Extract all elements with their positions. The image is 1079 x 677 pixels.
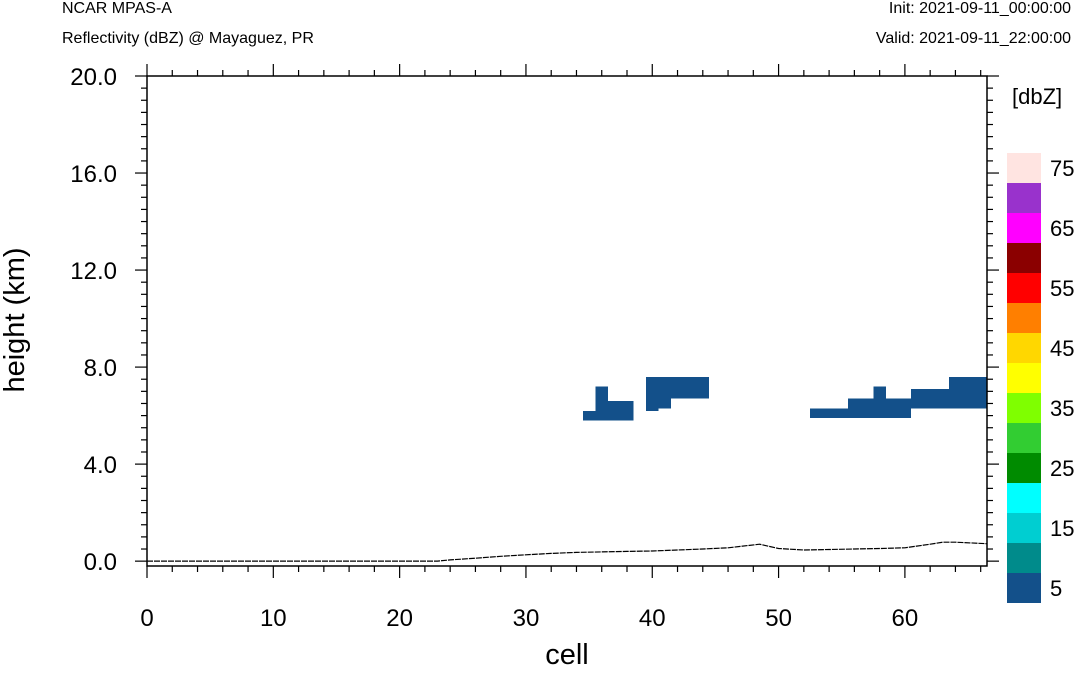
x-axis-label: cell bbox=[545, 639, 589, 671]
y-tick-labels: 0.0 4.0 8.0 12.0 16.0 20.0 bbox=[70, 64, 117, 576]
y-tick-label: 0.0 bbox=[84, 549, 117, 576]
colorbar-label: 15 bbox=[1050, 516, 1074, 541]
x-tick-label: 20 bbox=[386, 605, 413, 632]
colorbar-box-35 bbox=[1007, 393, 1041, 423]
echo-cell-9 bbox=[873, 386, 886, 419]
colorbar-box-25 bbox=[1007, 453, 1041, 483]
colorbar-box-50 bbox=[1007, 303, 1041, 333]
colorbar-box-10 bbox=[1007, 543, 1041, 573]
echo-cell-1 bbox=[582, 410, 596, 421]
x-tick-label: 10 bbox=[260, 605, 287, 632]
echo-cell-12 bbox=[949, 376, 987, 409]
x-tick-labels: 0 10 20 30 40 50 60 bbox=[140, 605, 918, 632]
x-tick-label: 30 bbox=[513, 605, 540, 632]
echo-cell-6 bbox=[671, 376, 710, 399]
y-tick-label: 12.0 bbox=[70, 258, 117, 285]
colorbar-box-40 bbox=[1007, 363, 1041, 393]
y-tick-label: 8.0 bbox=[84, 355, 117, 382]
echo-layer bbox=[582, 376, 987, 421]
colorbar-box-60 bbox=[1007, 243, 1041, 273]
colorbar: 5 15 25 35 45 55 65 75 bbox=[1007, 153, 1074, 603]
y-tick-label: 20.0 bbox=[70, 64, 117, 91]
echo-cell-10 bbox=[885, 398, 912, 419]
x-tick-label: 40 bbox=[639, 605, 666, 632]
colorbar-label: 35 bbox=[1050, 396, 1074, 421]
y-axis-label: height (km) bbox=[0, 247, 31, 392]
terrain-line bbox=[147, 541, 988, 562]
echo-cell-7 bbox=[810, 408, 849, 419]
y-tick-label: 4.0 bbox=[84, 452, 117, 479]
echo-cell-8 bbox=[848, 398, 874, 419]
model-name: NCAR MPAS-A bbox=[62, 0, 172, 17]
colorbar-box-70 bbox=[1007, 183, 1041, 213]
echo-cell-2 bbox=[595, 386, 609, 421]
init-time: Init: 2021-09-11_00:00:00 bbox=[888, 0, 1071, 17]
y-tick-label: 16.0 bbox=[70, 161, 117, 188]
colorbar-box-55 bbox=[1007, 273, 1041, 303]
colorbar-box-45 bbox=[1007, 333, 1041, 363]
colorbar-title: [dbZ] bbox=[1012, 84, 1062, 109]
echo-cell-3 bbox=[608, 401, 634, 421]
x-tick-label: 50 bbox=[765, 605, 792, 632]
colorbar-box-65 bbox=[1007, 213, 1041, 243]
colorbar-label: 55 bbox=[1050, 276, 1074, 301]
axis-ticks bbox=[135, 64, 999, 578]
terrain-layer bbox=[147, 541, 988, 562]
plot-border bbox=[146, 75, 988, 567]
colorbar-box-30 bbox=[1007, 423, 1041, 453]
echo-cell-5 bbox=[658, 376, 672, 409]
plot-area bbox=[147, 76, 987, 566]
colorbar-box-75 bbox=[1007, 153, 1041, 183]
colorbar-box-15 bbox=[1007, 513, 1041, 543]
colorbar-label: 25 bbox=[1050, 456, 1074, 481]
echo-cell-4 bbox=[645, 376, 659, 411]
echo-cell-11 bbox=[911, 388, 950, 409]
colorbar-label: 45 bbox=[1050, 336, 1074, 361]
plot-background bbox=[147, 76, 987, 566]
colorbar-label: 75 bbox=[1050, 156, 1074, 181]
valid-time: Valid: 2021-09-11_22:00:00 bbox=[875, 30, 1071, 47]
colorbar-box-20 bbox=[1007, 483, 1041, 513]
plot-frame bbox=[146, 75, 988, 567]
colorbar-label: 5 bbox=[1050, 576, 1062, 601]
x-tick-label: 0 bbox=[140, 605, 153, 632]
x-tick-label: 60 bbox=[892, 605, 919, 632]
colorbar-label: 65 bbox=[1050, 216, 1074, 241]
chart-subtitle: Reflectivity (dBZ) @ Mayaguez, PR bbox=[62, 30, 314, 47]
colorbar-box-5 bbox=[1007, 573, 1041, 603]
